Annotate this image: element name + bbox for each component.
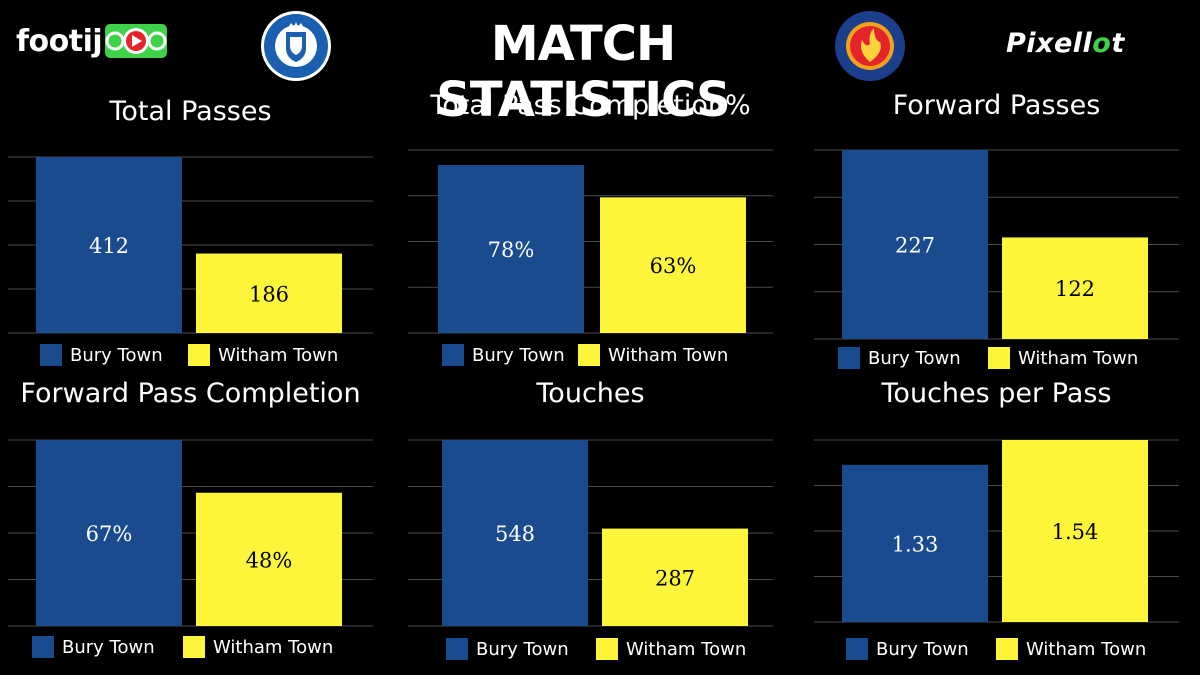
legend-label: Witham Town	[1018, 347, 1139, 369]
chart-title: Total Pass Completion%	[430, 90, 751, 121]
bar-witham-town	[196, 253, 342, 333]
legend-swatch	[996, 638, 1018, 660]
witham-town-crest	[835, 11, 905, 81]
legend-item-witham-town: Witham Town	[996, 638, 1146, 660]
bar-value-label: 67%	[86, 522, 133, 546]
bar-value-label: 48%	[246, 548, 293, 572]
bar-bury-town	[842, 150, 988, 339]
bar-witham-town	[196, 492, 342, 626]
legend-item-witham-town: Witham Town	[183, 636, 333, 658]
bar-value-label: 186	[249, 282, 289, 306]
chart-title: Total Passes	[109, 96, 272, 127]
chart-title: Touches per Pass	[881, 378, 1112, 409]
footij-play-icon	[105, 24, 168, 58]
legend-swatch	[446, 638, 468, 660]
legend-label: Bury Town	[62, 636, 155, 658]
bar-value-label: 122	[1055, 277, 1095, 301]
pixellot-logo: Pixellot	[1006, 28, 1125, 59]
chart-title: Touches	[536, 378, 645, 409]
legend-item-bury-town: Bury Town	[446, 638, 569, 660]
legend-label: Witham Town	[218, 344, 339, 366]
bar-value-label: 227	[895, 234, 935, 258]
bar-value-label: 412	[89, 234, 129, 258]
bar-bury-town	[442, 440, 588, 626]
legend-item-bury-town: Bury Town	[40, 344, 163, 366]
legend-swatch	[183, 636, 205, 658]
legend-label: Bury Town	[476, 638, 569, 660]
legend-item-witham-town: Witham Town	[578, 344, 728, 366]
legend-label: Witham Town	[1026, 638, 1147, 660]
bar-value-label: 287	[655, 566, 695, 590]
bar-bury-town	[36, 440, 182, 626]
legend-label: Witham Town	[608, 344, 729, 366]
legend-label: Bury Town	[868, 347, 961, 369]
legend-swatch	[838, 347, 860, 369]
chart-title: Forward Passes	[892, 90, 1101, 121]
bar-value-label: 1.54	[1052, 520, 1099, 544]
pixellot-wordmark-suffix: t	[1111, 28, 1125, 59]
legend-swatch	[596, 638, 618, 660]
bar-value-label: 548	[495, 522, 535, 546]
pixellot-wordmark-prefix: Pixell	[1006, 28, 1093, 59]
legend-swatch	[988, 347, 1010, 369]
legend-item-bury-town: Bury Town	[846, 638, 969, 660]
bury-town-crest	[261, 11, 331, 81]
bar-witham-town	[1002, 237, 1148, 339]
bar-witham-town	[602, 528, 748, 626]
legend-label: Witham Town	[213, 636, 334, 658]
legend-swatch	[442, 344, 464, 366]
footij-logo: footij	[16, 22, 168, 60]
legend-item-witham-town: Witham Town	[596, 638, 746, 660]
bar-value-label: 78%	[488, 238, 535, 262]
legend-label: Bury Town	[876, 638, 969, 660]
bar-witham-town	[600, 197, 746, 333]
legend-swatch	[40, 344, 62, 366]
chart-title: Forward Pass Completion	[20, 378, 361, 409]
legend-label: Bury Town	[472, 344, 565, 366]
bar-value-label: 1.33	[892, 532, 939, 556]
bar-witham-town	[1002, 440, 1148, 622]
legend-item-bury-town: Bury Town	[32, 636, 155, 658]
main-title: MATCH STATISTICS	[436, 16, 730, 128]
header: footij MATCH STATISTICS Pixellot	[0, 0, 1200, 128]
bar-value-label: 63%	[650, 254, 697, 278]
legend-item-witham-town: Witham Town	[988, 347, 1138, 369]
legend-swatch	[32, 636, 54, 658]
bar-bury-town	[36, 157, 182, 333]
bar-bury-town	[438, 165, 584, 333]
legend-item-bury-town: Bury Town	[838, 347, 961, 369]
legend-swatch	[846, 638, 868, 660]
legend-label: Bury Town	[70, 344, 163, 366]
legend-swatch	[188, 344, 210, 366]
footij-wordmark: footij	[16, 23, 103, 59]
legend-item-witham-town: Witham Town	[188, 344, 338, 366]
legend-item-bury-town: Bury Town	[442, 344, 565, 366]
legend-label: Witham Town	[626, 638, 747, 660]
bar-bury-town	[842, 464, 988, 622]
legend-swatch	[578, 344, 600, 366]
pixellot-wordmark-o: o	[1092, 28, 1112, 59]
